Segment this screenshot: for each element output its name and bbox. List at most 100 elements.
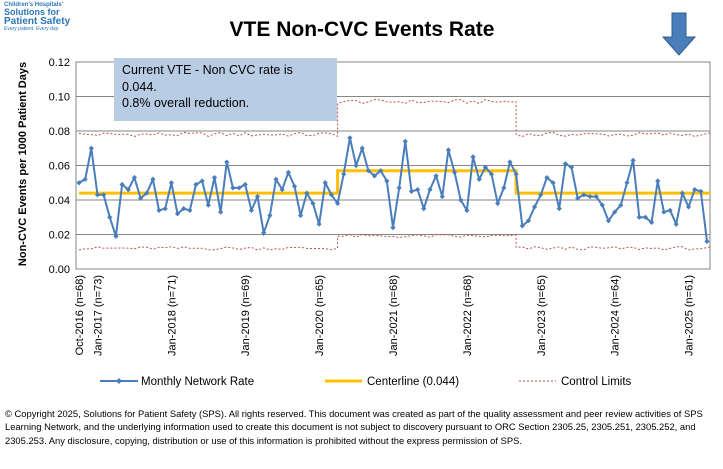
x-tick-label: Jan-2020 (n=65) <box>314 275 326 356</box>
monthly-rate-point <box>316 221 322 227</box>
monthly-rate-point <box>581 192 587 198</box>
monthly-rate-point <box>298 212 304 219</box>
monthly-rate-point <box>544 174 550 181</box>
x-tick-label: Jan-2018 (n=71) <box>166 275 178 356</box>
y-tick-label: 0.02 <box>49 230 70 242</box>
monthly-rate-point <box>273 176 279 182</box>
chart-title: VTE Non-CVC Events Rate <box>230 18 495 41</box>
monthly-rate-point <box>267 212 273 219</box>
monthly-rate-point <box>476 176 482 182</box>
y-tick-label: 0.12 <box>49 57 70 69</box>
y-tick-label: 0.04 <box>49 195 70 207</box>
monthly-rate-point <box>94 192 101 198</box>
monthly-rate-point <box>679 190 685 196</box>
monthly-rate-point <box>562 161 568 167</box>
x-tick-label: Jan-2024 (n=64) <box>610 275 622 356</box>
down-arrow-icon <box>661 12 697 56</box>
lower-control-limit <box>78 234 711 251</box>
y-tick-label: 0.00 <box>49 264 70 276</box>
annotation-line-1: Current VTE - Non CVC rate is <box>122 63 293 77</box>
monthly-rate-point <box>242 181 248 188</box>
monthly-rate-point <box>507 159 513 165</box>
monthly-rate-point <box>137 195 144 201</box>
monthly-rate-point <box>636 214 642 220</box>
monthly-rate-point <box>291 183 298 189</box>
monthly-rate-point <box>630 157 636 163</box>
monthly-rate-point <box>525 218 532 224</box>
monthly-rate-point <box>402 138 408 144</box>
y-tick-label: 0.06 <box>49 161 70 173</box>
monthly-rate-point <box>415 187 421 193</box>
monthly-rate-point <box>593 193 599 200</box>
monthly-rate-point <box>439 193 445 200</box>
monthly-rate-point <box>624 180 630 186</box>
monthly-rate-point <box>193 181 199 188</box>
monthly-rate-point <box>353 162 359 169</box>
x-tick-label: Oct-2016 (n=68) <box>74 275 86 355</box>
monthly-rate-point <box>575 195 581 201</box>
monthly-rate-point <box>174 211 181 217</box>
legend-monthly-label: Monthly Network Rate <box>141 376 254 388</box>
monthly-rate-point <box>205 202 211 208</box>
y-axis-label: Non-CVC Events per 1000 Patient Days <box>17 62 29 266</box>
monthly-rate-point <box>427 187 433 193</box>
monthly-rate-point <box>451 169 458 175</box>
logo-tagline-top: Children's Hospitals' <box>4 2 64 8</box>
monthly-rate-point <box>230 185 236 191</box>
x-tick-label: Jan-2025 (n=61) <box>684 275 696 356</box>
monthly-rate-point <box>587 193 593 200</box>
monthly-rate-point <box>181 206 187 212</box>
x-tick-label: Jan-2017 (n=73) <box>92 275 104 356</box>
monthly-rate-point <box>378 168 384 174</box>
monthly-rate-point <box>464 207 470 213</box>
centerline <box>79 169 710 195</box>
monthly-rate-point <box>396 185 402 191</box>
legend-centerline-label: Centerline (0.044) <box>367 376 459 388</box>
monthly-rate-point <box>538 192 544 198</box>
monthly-rate-point <box>101 192 107 198</box>
monthly-rate-point <box>310 200 316 207</box>
legend-monthly-marker <box>116 378 122 384</box>
monthly-rate-point <box>655 178 661 184</box>
copyright-notice: © Copyright 2025, Solutions for Patient … <box>5 408 703 446</box>
monthly-rate-point <box>667 207 673 213</box>
monthly-rate-point <box>168 180 174 186</box>
monthly-rate-point <box>408 188 415 194</box>
monthly-rate-point <box>76 180 82 186</box>
monthly-rate-point <box>328 192 335 198</box>
monthly-rate-point <box>199 178 205 184</box>
monthly-rate-point <box>359 145 365 151</box>
monthly-rate-point <box>125 187 131 193</box>
legend-control-label: Control Limits <box>561 376 632 388</box>
monthly-rate-point <box>334 200 341 207</box>
monthly-rate-point <box>365 168 371 174</box>
monthly-rate-point <box>254 193 261 200</box>
monthly-rate-point <box>704 238 710 244</box>
monthly-rate-point <box>698 188 704 194</box>
x-tick-label: Jan-2023 (n=65) <box>536 275 548 356</box>
logo-patient-safety: Patient Safety <box>4 16 71 27</box>
logo-solutions: Solutions for <box>4 7 60 17</box>
logo-tagline-bottom: Every patient. Every day. <box>4 26 60 32</box>
monthly-rate-point <box>648 219 655 226</box>
monthly-rate-point <box>445 147 452 153</box>
monthly-rate-point <box>482 164 488 170</box>
monthly-rate-point <box>605 218 612 224</box>
monthly-rate-point <box>304 190 310 196</box>
x-tick-label: Jan-2022 (n=68) <box>462 275 474 356</box>
monthly-rate-point <box>495 200 501 207</box>
y-tick-label: 0.08 <box>49 126 70 138</box>
y-tick-label: 0.10 <box>49 92 70 104</box>
monthly-rate-point <box>187 207 193 213</box>
monthly-rate-point <box>279 187 285 193</box>
monthly-rate-point <box>470 154 476 160</box>
monthly-rate-point <box>88 145 94 151</box>
monthly-rate-point <box>384 178 390 184</box>
x-tick-label: Jan-2019 (n=69) <box>240 275 252 356</box>
monthly-rate-point <box>692 187 698 193</box>
monthly-rate-point <box>673 221 679 227</box>
monthly-rate-point <box>285 169 291 175</box>
monthly-rate-point <box>82 176 88 182</box>
monthly-rate-point <box>113 233 119 239</box>
